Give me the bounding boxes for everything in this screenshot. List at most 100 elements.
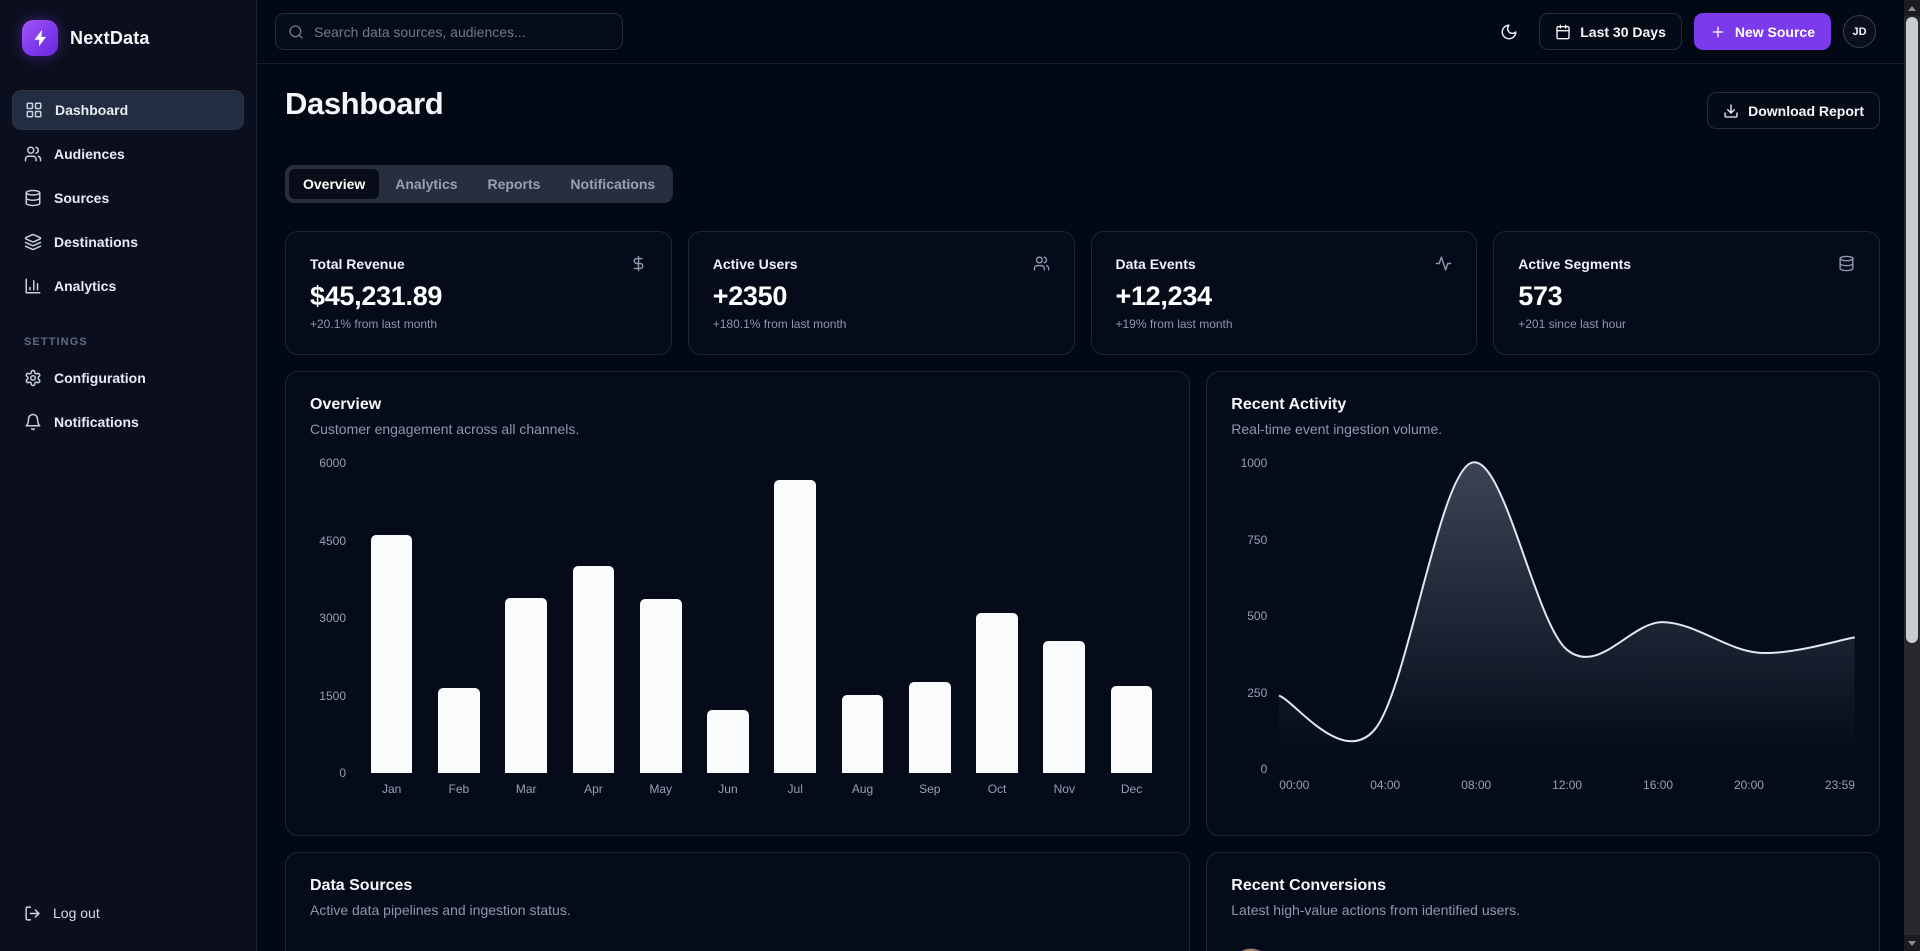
sidebar-item-sources[interactable]: Sources — [12, 178, 244, 218]
sidebar-item-destinations[interactable]: Destinations — [12, 222, 244, 262]
moon-icon — [1501, 24, 1517, 39]
x-tick-label: Sep — [919, 782, 941, 796]
date-range-label: Last 30 Days — [1580, 23, 1666, 40]
sidebar-item-label: Destinations — [54, 234, 139, 250]
x-tick-label: Feb — [448, 782, 470, 796]
logout-icon — [25, 905, 40, 921]
sidebar-settings-nav: Configuration Notifications — [12, 358, 244, 442]
lightning-bolt-icon — [22, 20, 58, 56]
x-tick-label: Nov — [1053, 782, 1075, 796]
bar-chart: 0 1500 3000 4500 6000 Jan Feb Mar Apr May Jun Jul A… — [310, 456, 1165, 796]
sidebar-item-label: Notifications — [54, 414, 139, 430]
sidebar: NextData Dashboard Audiences Sources Destin… — [0, 0, 257, 951]
bar-column — [762, 463, 829, 773]
bar-column — [358, 463, 425, 773]
page-scrollbar[interactable] — [1904, 0, 1920, 951]
activity-chart-card: Recent Activity Real-time event ingestio… — [1206, 371, 1880, 836]
bar-chart-y-axis: 0 1500 3000 4500 6000 — [310, 456, 352, 780]
overview-chart-subtitle: Customer engagement across all channels. — [310, 421, 580, 437]
x-tick-label: 20:00 — [1733, 778, 1764, 792]
y-tick-label: 0 — [1260, 762, 1268, 776]
search-icon — [289, 24, 303, 39]
sidebar-item-label: Sources — [54, 190, 110, 206]
stat-card-data-events: Data Events +12,234 +19% from last month — [1090, 231, 1478, 355]
overview-chart-card: Overview Customer engagement across all … — [285, 371, 1191, 836]
scrollbar-up-arrow-icon[interactable] — [1904, 0, 1920, 16]
logout-button[interactable]: Log out — [12, 895, 244, 931]
search-input[interactable] — [314, 23, 610, 40]
sidebar-item-label: Configuration — [54, 370, 146, 386]
settings-section-label: SETTINGS — [24, 336, 88, 348]
brand: NextData — [12, 14, 244, 64]
brand-name: NextData — [70, 27, 150, 48]
users-icon — [24, 146, 42, 162]
new-source-button[interactable]: New Source — [1693, 13, 1831, 50]
stat-card-active-segments: Active Segments 573 +201 since last hour — [1493, 231, 1880, 355]
user-avatar[interactable]: JD — [1843, 15, 1876, 48]
stat-card-active-users: Active Users +2350 +180.1% from last month — [687, 231, 1075, 355]
page-title: Dashboard — [285, 86, 444, 121]
y-tick-label: 1000 — [1240, 456, 1268, 470]
bar-column — [425, 463, 492, 773]
bar-jul — [774, 479, 817, 773]
y-tick-label: 4500 — [319, 533, 346, 548]
bar-chart-icon — [25, 278, 41, 294]
bell-icon — [25, 413, 41, 431]
tab-analytics[interactable]: Analytics — [395, 176, 458, 192]
y-tick-label: 750 — [1247, 532, 1268, 547]
topbar: Last 30 Days New Source JD — [257, 0, 1920, 64]
sidebar-item-configuration[interactable]: Configuration — [12, 358, 244, 398]
sidebar-item-audiences[interactable]: Audiences — [12, 134, 244, 174]
users-icon — [1033, 256, 1049, 271]
main-area: Last 30 Days New Source JD Dashboard Dow… — [257, 0, 1920, 951]
stat-value: +12,234 — [1115, 281, 1213, 311]
scrollbar-down-arrow-icon[interactable] — [1904, 935, 1920, 951]
sidebar-item-label: Analytics — [54, 278, 117, 294]
bar-jun — [707, 709, 749, 773]
theme-toggle-button[interactable] — [1491, 14, 1527, 50]
x-tick-label: Mar — [515, 782, 537, 796]
x-tick-label: Jul — [787, 782, 803, 796]
download-report-button[interactable]: Download Report — [1707, 92, 1880, 129]
conversion-list: Olivia Martin+$1,999.00 — [1231, 948, 1855, 951]
calendar-icon — [1556, 24, 1570, 39]
y-tick-label: 0 — [339, 766, 346, 780]
download-report-label: Download Report — [1748, 102, 1864, 119]
sidebar-item-label: Audiences — [54, 146, 125, 162]
tab-reports[interactable]: Reports — [487, 176, 541, 192]
bar-column — [1031, 463, 1098, 773]
data-sources-card: Data Sources Active data pipelines and i… — [285, 852, 1191, 951]
tab-notifications[interactable]: Notifications — [570, 176, 656, 192]
x-tick-label: Jan — [381, 782, 402, 796]
conversion-row: Olivia Martin+$1,999.00 — [1231, 948, 1855, 951]
bar-column — [829, 463, 896, 773]
sidebar-item-analytics[interactable]: Analytics — [12, 266, 244, 306]
sidebar-item-dashboard[interactable]: Dashboard — [12, 90, 244, 130]
y-tick-label: 6000 — [319, 456, 346, 470]
date-range-button[interactable]: Last 30 Days — [1539, 13, 1682, 50]
recent-conversions-title: Recent Conversions — [1231, 877, 1386, 894]
x-tick-label: 08:00 — [1461, 778, 1492, 792]
bar-mar — [505, 598, 548, 773]
sidebar-item-label: Dashboard — [55, 102, 129, 118]
stat-card-total-revenue: Total Revenue $45,231.89 +20.1% from last … — [285, 231, 672, 355]
area-chart: 0 250 500 750 1000 00:00 04:00 08:00 12:00 16:00… — [1231, 456, 1856, 792]
stat-cards: Total Revenue $45,231.89 +20.1% from last … — [285, 231, 1880, 355]
search-input-wrap[interactable] — [275, 13, 623, 50]
sidebar-item-notifications[interactable]: Notifications — [12, 402, 244, 442]
x-tick-label: Jun — [718, 782, 738, 796]
scrollbar-thumb[interactable] — [1906, 17, 1918, 643]
dashboard-grid-icon — [26, 102, 42, 118]
database-icon — [1839, 255, 1854, 272]
stat-title: Active Segments — [1518, 255, 1632, 272]
page-content: Dashboard Download Report Overview Analyt… — [257, 64, 1920, 951]
stat-subtext: +19% from last month — [1115, 317, 1233, 331]
stat-subtext: +201 since last hour — [1518, 317, 1626, 331]
bar-chart-plot — [358, 463, 1165, 773]
bar-oct — [976, 613, 1018, 773]
x-tick-label: 16:00 — [1643, 778, 1674, 792]
stat-title: Total Revenue — [310, 255, 405, 272]
tab-overview[interactable]: Overview — [289, 169, 380, 199]
bar-dec — [1110, 685, 1153, 773]
